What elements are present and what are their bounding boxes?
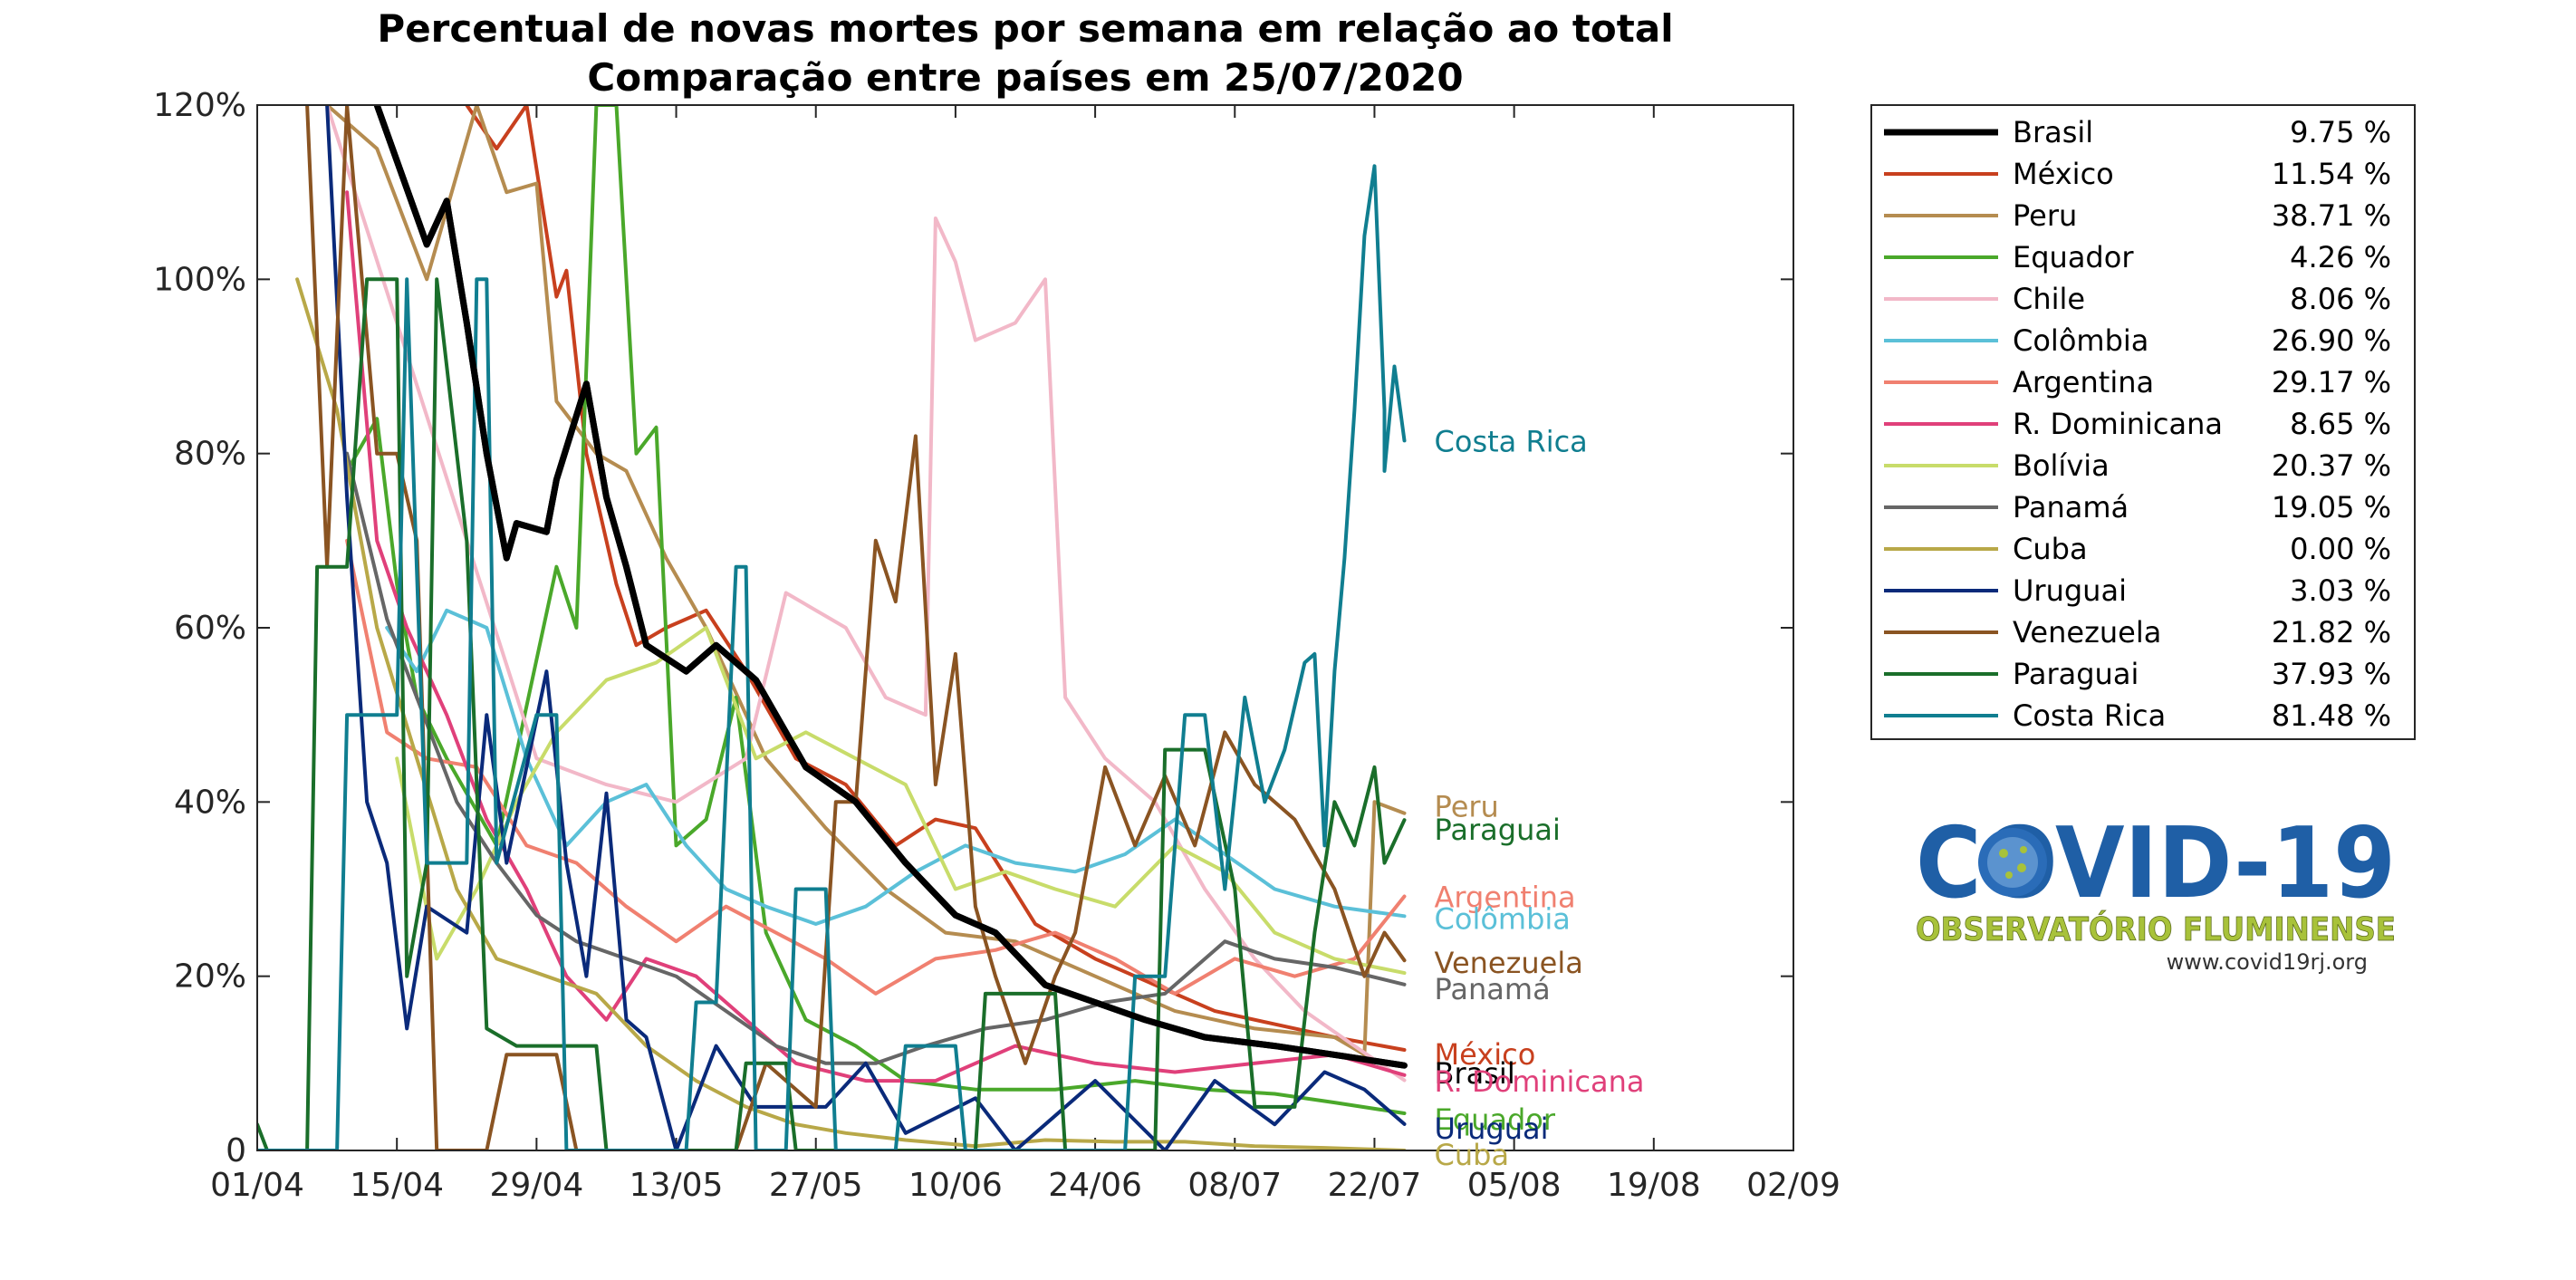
- x-tick-label: 27/05: [769, 1167, 863, 1204]
- y-tick-label: 100%: [153, 261, 246, 298]
- x-tick-label: 08/07: [1187, 1167, 1282, 1204]
- legend-series-name: Colômbia: [2013, 323, 2148, 358]
- y-tick-label: 120%: [153, 87, 246, 124]
- series-line-costa-rica: [257, 164, 1407, 1150]
- y-tick-label: 20%: [174, 958, 246, 996]
- x-tick-label: 22/07: [1328, 1167, 1422, 1204]
- series-line-venezuela: [305, 105, 1407, 1150]
- series-line-equador: [345, 105, 1407, 1115]
- legend-series-value: 81.48 %: [2272, 698, 2391, 733]
- legend-series-name: Equador: [2013, 240, 2134, 274]
- legend-series-value: 9.75 %: [2290, 115, 2391, 149]
- legend-series-value: 26.90 %: [2272, 323, 2391, 358]
- end-label-paraguai: Paraguai: [1435, 813, 1561, 847]
- legend-series-name: Brasil: [2013, 115, 2093, 149]
- legend-series-name: Cuba: [2013, 532, 2088, 566]
- legend-series-value: 37.93 %: [2272, 657, 2391, 691]
- end-label-colombia: Colômbia: [1435, 901, 1571, 936]
- legend-series-value: 3.03 %: [2290, 573, 2391, 608]
- legend-series-name: Paraguai: [2013, 657, 2139, 691]
- chart-title-line-1: Percentual de novas mortes por semana em…: [377, 6, 1673, 51]
- legend-series-value: 21.82 %: [2272, 615, 2391, 650]
- legend-series-name: Bolívia: [2013, 448, 2110, 483]
- end-label-brasil: Brasil: [1435, 1056, 1515, 1091]
- axis-ticks: 01/04 15/04 29/04 13/05 27/05 10/06 24/06 08/07…: [153, 87, 1841, 1204]
- end-label-uruguai: Uruguai: [1435, 1112, 1549, 1146]
- legend-series-name: Argentina: [2013, 365, 2154, 399]
- end-label-cuba: Cuba: [1435, 1138, 1510, 1172]
- legend-series-name: Venezuela: [2013, 615, 2161, 650]
- end-label-venezuela: Venezuela: [1435, 946, 1583, 980]
- y-tick-label: 0: [226, 1132, 246, 1169]
- y-tick-label: 80%: [174, 436, 246, 473]
- plot-area: [257, 105, 1793, 1150]
- series-lines: [257, 105, 1408, 1150]
- series-line-uruguai: [325, 105, 1407, 1150]
- covid-logo: COVID-19 OBSERVATÓRIO FLUMINENSE www.cov…: [1916, 807, 2397, 975]
- y-tick-label: 40%: [174, 784, 246, 821]
- x-tick-label: 24/06: [1048, 1167, 1142, 1204]
- legend-series-name: Peru: [2013, 198, 2077, 233]
- legend-series-name: Panamá: [2013, 490, 2129, 525]
- series-line-peru: [325, 105, 1407, 1057]
- end-label-r-dominicana: R. Dominicana: [1435, 1064, 1645, 1099]
- legend-series-name: Uruguai: [2013, 573, 2127, 608]
- legend-series-value: 0.00 %: [2290, 532, 2391, 566]
- x-tick-label: 01/04: [210, 1167, 304, 1204]
- chart-title-line-2: Comparação entre países em 25/07/2020: [587, 55, 1463, 100]
- legend-series-value: 4.26 %: [2290, 240, 2391, 274]
- series-line-brasil-top: [373, 105, 1406, 1069]
- end-label-mexico: México: [1435, 1037, 1536, 1072]
- series-line-chile: [325, 105, 1407, 1083]
- legend: Brasil 9.75 % México 11.54 % Peru 38.71 % Equa…: [1870, 104, 2416, 740]
- y-tick-label: 60%: [174, 610, 246, 647]
- end-label-panama: Panamá: [1435, 972, 1551, 1006]
- legend-series-name: Costa Rica: [2013, 698, 2166, 733]
- x-tick-label: 19/08: [1607, 1167, 1701, 1204]
- series-line-cuba: [295, 277, 1407, 1150]
- legend-series-value: 8.06 %: [2290, 282, 2391, 316]
- x-tick-label: 02/09: [1746, 1167, 1841, 1204]
- end-label-equador: Equador: [1435, 1102, 1556, 1137]
- logo-url: www.covid19rj.org: [2167, 949, 2368, 975]
- x-tick-label: 15/04: [350, 1167, 444, 1204]
- x-tick-label: 29/04: [489, 1167, 583, 1204]
- series-line-bol-via: [395, 626, 1407, 976]
- x-tick-label: 10/06: [908, 1167, 1003, 1204]
- end-label-argentina: Argentina: [1435, 880, 1576, 914]
- legend-series-name: Chile: [2013, 282, 2085, 316]
- end-label-costa-rica: Costa Rica: [1435, 424, 1588, 458]
- legend-series-name: México: [2013, 157, 2114, 191]
- legend-series-value: 29.17 %: [2272, 365, 2391, 399]
- virus-icon: [1978, 828, 2047, 897]
- x-tick-label: 05/08: [1467, 1167, 1562, 1204]
- series-line-col-mbia: [385, 608, 1407, 926]
- legend-series-value: 8.65 %: [2290, 407, 2391, 441]
- legend-series-value: 11.54 %: [2272, 157, 2391, 191]
- legend-series-value: 20.37 %: [2272, 448, 2391, 483]
- series-line-r-dominicana: [345, 190, 1407, 1083]
- x-tick-label: 13/05: [630, 1167, 724, 1204]
- legend-series-name: R. Dominicana: [2013, 407, 2223, 441]
- end-label-peru: Peru: [1435, 790, 1499, 824]
- plot-frame: [256, 104, 1794, 1151]
- logo-subtitle: OBSERVATÓRIO FLUMINENSE: [1916, 910, 2396, 948]
- legend-series-value: 38.71 %: [2272, 198, 2391, 233]
- legend-series-value: 19.05 %: [2272, 490, 2391, 525]
